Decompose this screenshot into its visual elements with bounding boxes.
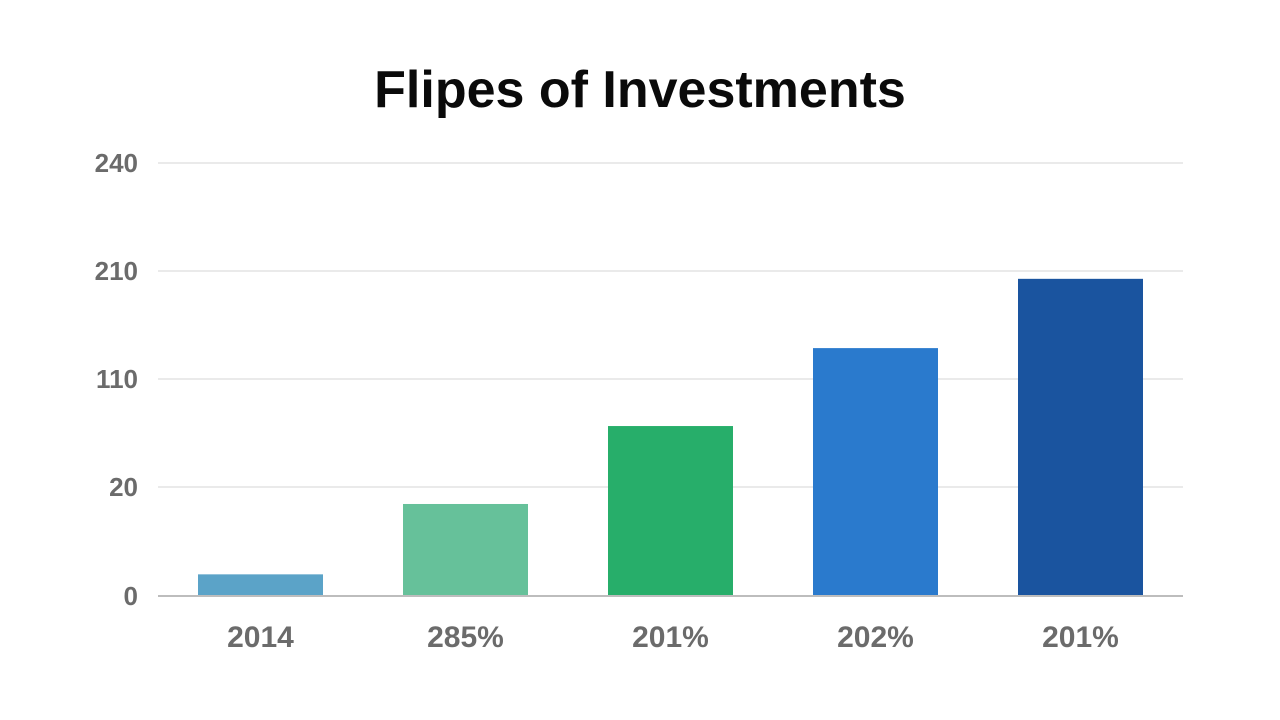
y-tick-label: 240 — [95, 148, 138, 178]
y-tick-label: 210 — [95, 256, 138, 286]
x-axis-categories: 2014 285% 201% 202% 201% — [227, 621, 1119, 654]
bar — [403, 503, 528, 596]
y-tick-label: 20 — [109, 472, 138, 502]
bars — [198, 278, 1143, 596]
x-category-label: 201% — [1042, 621, 1119, 654]
chart-title: Flipes of Investments — [374, 61, 906, 119]
bar — [198, 574, 323, 596]
gridlines — [158, 162, 1183, 488]
y-tick-label: 110 — [96, 364, 138, 394]
bar — [1018, 278, 1143, 596]
y-tick-label: 0 — [124, 581, 138, 611]
bar — [813, 348, 938, 596]
x-category-label: 201% — [632, 621, 709, 654]
x-category-label: 202% — [837, 621, 914, 654]
x-category-label: 285% — [427, 621, 504, 654]
bar — [608, 426, 733, 596]
y-axis-ticks: 0 20 110 210 240 — [95, 148, 138, 611]
x-category-label: 2014 — [227, 621, 294, 654]
